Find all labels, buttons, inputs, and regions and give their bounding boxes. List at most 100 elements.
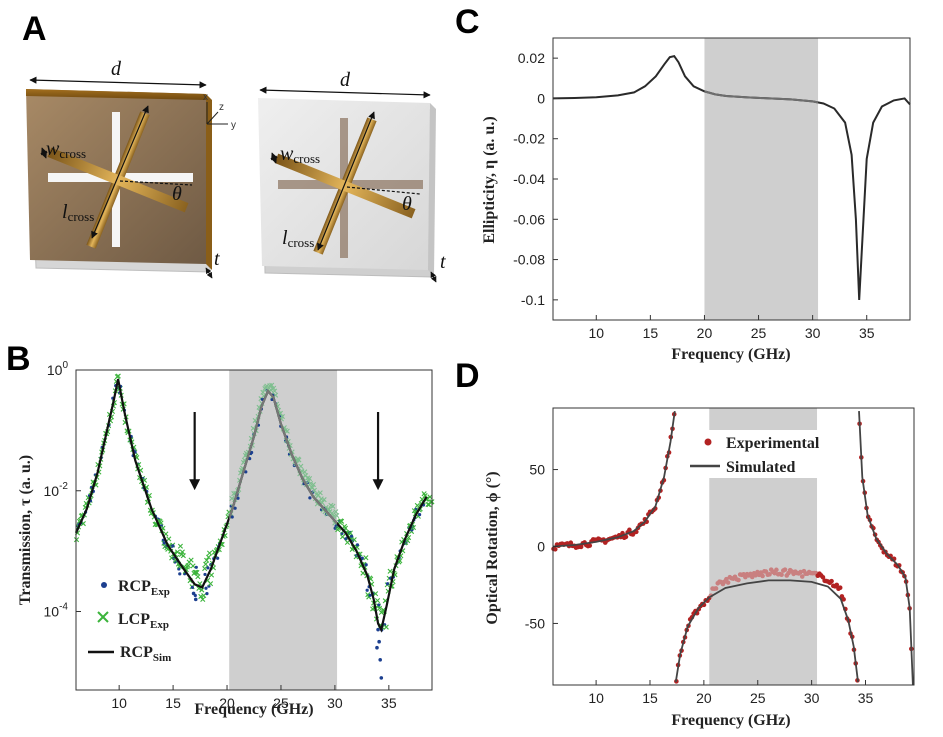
lcp-exp-point: [188, 557, 194, 563]
panel-label-d: D: [455, 357, 480, 395]
ytick-exponent: 0: [62, 360, 68, 371]
legend-lcp-exp-name: LCP: [118, 611, 150, 628]
lcp-exp-point: [271, 385, 277, 391]
legend-simulated: Simulated: [726, 459, 795, 476]
l-subscript: cross: [68, 209, 95, 224]
rcp-exp-point: [368, 593, 372, 597]
lcp-exp-point: [427, 494, 433, 500]
lcp-exp-point: [339, 534, 346, 540]
lcp-exp-point: [204, 557, 210, 563]
chart-d-xtick-label-20: 20: [696, 690, 712, 706]
chart-c-ylabel: Ellipticity, η (a. u.): [481, 116, 498, 243]
lcp-exp-point: [194, 569, 200, 576]
chart-c-ytick-label-5: -0.08: [513, 252, 545, 268]
lcp-exp-point: [179, 549, 185, 555]
legend-rcp-exp-marker: [101, 582, 107, 588]
experimental-point: [749, 574, 755, 580]
rcp-sim-curve-band: [229, 389, 338, 525]
chart-b-xtick-label-30: 30: [327, 695, 343, 711]
lcp-exp-point: [284, 428, 290, 434]
chart-c-xtick-label-35: 35: [859, 325, 875, 341]
diagram-a: d wcross lcross θ t x y z: [26, 58, 446, 283]
rcp-exp-point: [206, 566, 210, 570]
label-theta-right: θ: [402, 193, 412, 215]
chart-c-ytick-label-4: -0.06: [513, 211, 545, 227]
rcp-exp-point: [248, 456, 252, 461]
ytick-base: 10: [47, 362, 63, 378]
lcp-exp-point: [260, 389, 266, 395]
ytick-base: 10: [44, 483, 60, 499]
lcp-exp-point: [360, 570, 366, 576]
experimental-point: [820, 574, 826, 580]
rcp-exp-point: [216, 556, 220, 560]
experimental-point: [627, 527, 632, 533]
chart-c-xticks: 10 15 20 25 30 35: [588, 315, 875, 341]
experimental-point: [736, 577, 741, 583]
chart-b-ytick-label--4: 10-4: [44, 602, 69, 620]
thickness-arrow: [205, 267, 213, 279]
lcp-exp-point: [310, 481, 317, 488]
unit-cell-gray: [258, 86, 437, 283]
board-side-edge: [206, 94, 212, 270]
rcp-exp-point: [364, 563, 368, 567]
rcp-exp-point: [376, 627, 380, 632]
chart-c-xlabel: Frequency (GHz): [671, 346, 790, 363]
rcp-exp-point: [250, 450, 254, 455]
l-symbol: l: [62, 201, 68, 223]
lcp-exp-point: [185, 563, 191, 569]
lcp-exp-point: [298, 463, 304, 469]
chart-c-xtick-label-10: 10: [588, 325, 604, 341]
l-subscript-2: cross: [288, 235, 315, 250]
lcp-exp-point: [208, 572, 215, 578]
lcp-exp-point: [333, 509, 339, 515]
rcp-exp-point: [203, 572, 207, 577]
label-theta-left: θ: [172, 183, 182, 205]
chart-c-ytick-label-2: -0.02: [513, 131, 545, 147]
chart-c-band-layer: [704, 38, 819, 320]
chart-b-ytick-label-0: 100: [47, 360, 69, 378]
w-subscript: cross: [59, 146, 86, 161]
lcp-exp-point: [229, 495, 235, 501]
l-symbol-2: l: [282, 227, 288, 249]
chart-d-ytick-label-0: 0: [537, 539, 545, 555]
legend-rcp-sim: RCPSim: [120, 644, 171, 664]
chart-b-ylabel: Transmission, τ (a. u.): [17, 455, 34, 605]
chart-d: 10 15 20 25 30 35 50 0 -50 Frequency (GHz) Opti…: [484, 407, 915, 729]
rcp-exp-point: [308, 496, 312, 500]
chart-b-xtick-label-15: 15: [165, 695, 181, 711]
lcp-exp-point: [363, 555, 369, 561]
w-subscript-2: cross: [293, 151, 320, 166]
w-symbol-2: w: [280, 143, 294, 165]
legend-experimental: Experimental: [726, 435, 820, 452]
chart-b-arrows: [189, 412, 384, 491]
board-side-edge-2: [428, 103, 436, 276]
lcp-exp-point: [174, 549, 181, 555]
chart-c-xtick-label-15: 15: [643, 325, 659, 341]
lcp-exp-point: [351, 537, 357, 543]
lcp-exp-point: [115, 373, 121, 379]
rcp-exp-point: [230, 515, 234, 519]
lcp-exp-point: [334, 512, 340, 519]
label-d-right: d: [340, 69, 351, 91]
lcp-exp-point: [317, 490, 323, 496]
experimental-point: [779, 572, 784, 578]
chart-b-shaded-band: [229, 370, 338, 690]
chart-d-xtick-label-35: 35: [858, 690, 874, 706]
legend-lcp-exp: LCPExp: [118, 611, 169, 631]
simulated-curve-1: [674, 579, 859, 683]
experimental-point: [578, 544, 584, 550]
simulated-curve-0: [552, 410, 676, 548]
rcp-exp-point: [385, 582, 390, 586]
lcp-exp-point: [374, 597, 381, 604]
rcp-exp-point: [205, 592, 209, 596]
lcp-exp-point: [307, 480, 314, 487]
chart-d-xtick-label-30: 30: [804, 690, 820, 706]
legend-rcp-exp-name: RCP: [118, 578, 151, 595]
ellipticity-curve-band: [704, 90, 819, 104]
chart-d-xtick-label-15: 15: [642, 690, 658, 706]
rcp-exp-point: [355, 543, 360, 547]
lcp-exp-point: [311, 487, 318, 493]
label-l-left: lcross: [62, 201, 94, 224]
experimental-point: [774, 567, 779, 573]
experimental-point: [552, 546, 558, 552]
